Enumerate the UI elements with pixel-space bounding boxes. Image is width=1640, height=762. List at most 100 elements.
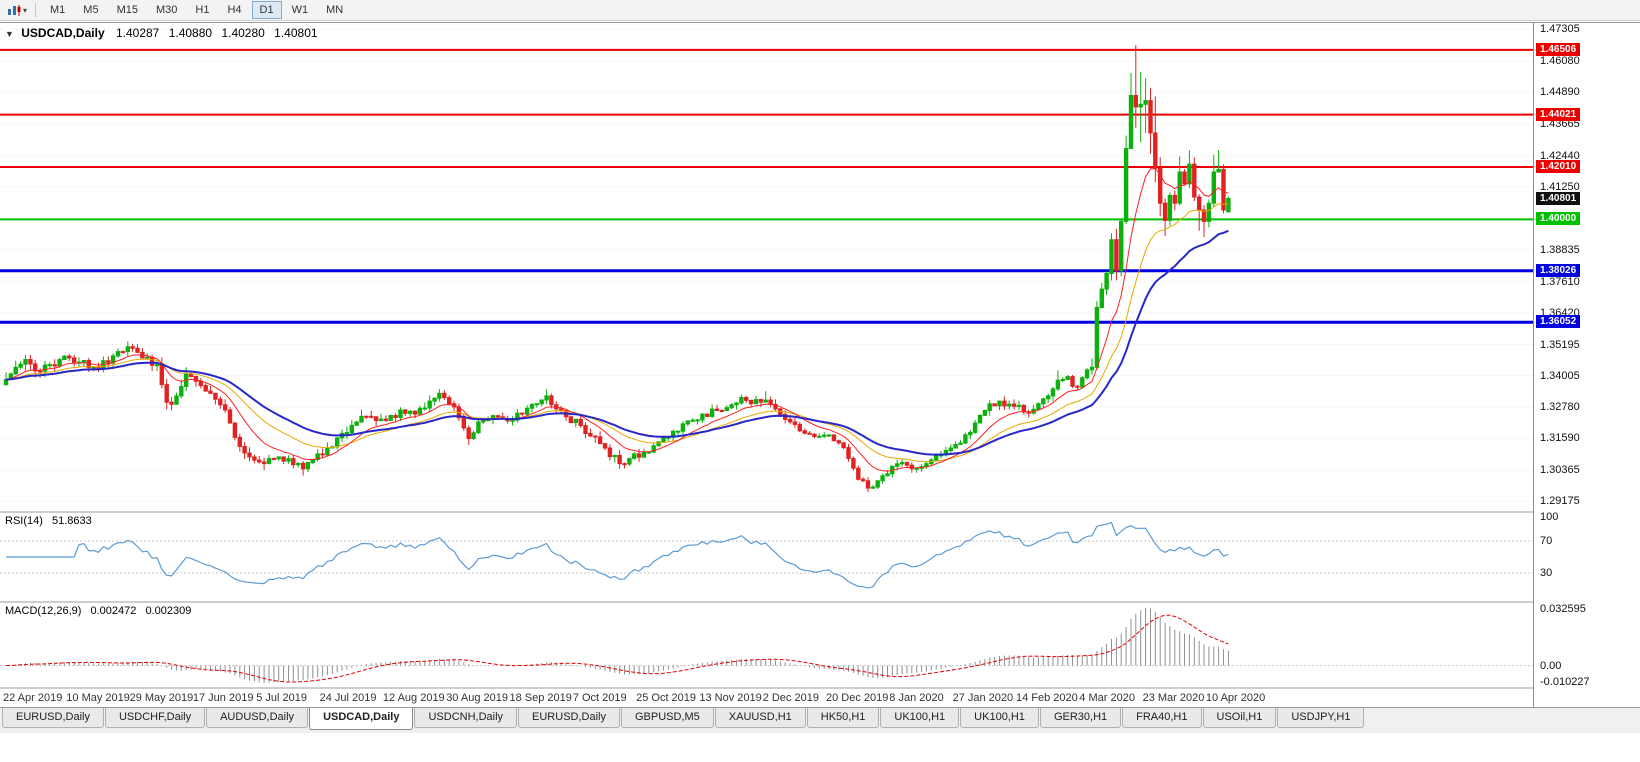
- chart-tab-ger30-h1[interactable]: GER30,H1: [1039, 708, 1122, 728]
- chart-tabs-bar: EURUSD,Daily USDCHF,Daily AUDUSD,Daily USDC…: [0, 707, 1640, 733]
- date-label: 25 Oct 2019: [636, 692, 697, 704]
- chart-tab-gbpusd-m5[interactable]: GBPUSD,M5: [621, 708, 714, 728]
- chevron-down-icon: ▾: [23, 5, 28, 15]
- chart-tab-usdcad-daily[interactable]: USDCAD,Daily: [309, 708, 414, 730]
- chart-tab-xauusd-h1[interactable]: XAUUSD,H1: [714, 708, 806, 728]
- timeframes-toolbar: ▾ M1 M5 M15 M30 H1 H4 D1 W1 MN: [0, 0, 1640, 21]
- price-tick-label: 1.46080: [1540, 55, 1580, 67]
- collapse-subwindow-icon[interactable]: ▼: [5, 29, 14, 39]
- chart-tab-usdcnh-daily[interactable]: USDCNH,Daily: [414, 708, 518, 728]
- date-label: 30 Aug 2019: [446, 692, 508, 704]
- rsi-axis-label: 30: [1540, 567, 1553, 579]
- rsi-name: RSI(14): [5, 515, 43, 527]
- hline-price-badge: 1.44021: [1536, 107, 1581, 121]
- timeframe-buttons: M1 M5 M15 M30 H1 H4 D1 W1 MN: [41, 1, 352, 19]
- pane-separator[interactable]: [0, 687, 1640, 689]
- chart-tab-hk50-h1[interactable]: HK50,H1: [806, 708, 880, 728]
- ohlc-low: 1.40280: [221, 26, 265, 40]
- time-axis[interactable]: 22 Apr 2019 10 May 2019 29 May 2019 17 Jun …: [0, 689, 1533, 707]
- hline-price-badge: 1.36052: [1536, 315, 1581, 329]
- ohlc-open: 1.40287: [115, 26, 160, 40]
- macd-signal-line: [5, 614, 1229, 683]
- price-tick-label: 1.29175: [1540, 495, 1580, 508]
- timeframe-button-mn[interactable]: MN: [326, 4, 344, 16]
- hline-price-badge: 1.46506: [1536, 42, 1581, 56]
- main-price-chart[interactable]: [0, 23, 1533, 511]
- date-label: 14 Feb 2020: [1016, 692, 1078, 704]
- timeframe-button-m5[interactable]: M5: [83, 4, 99, 16]
- ma-mid-yellow: [5, 203, 1229, 463]
- date-label: 10 May 2019: [66, 692, 130, 704]
- date-label: 17 Jun 2019: [192, 692, 254, 704]
- down-candles: [28, 45, 1226, 493]
- date-label: 7 Oct 2019: [572, 692, 627, 704]
- macd-label: MACD(12,26,9) 0.002472 0.002309: [5, 605, 191, 617]
- pane-separator[interactable]: [0, 601, 1640, 603]
- macd-main-value: 0.002472: [90, 605, 137, 617]
- price-tick-label: 1.44890: [1540, 86, 1580, 98]
- chart-tab-eurusd-daily[interactable]: EURUSD,Daily: [2, 708, 104, 728]
- date-label: 24 Jul 2019: [319, 692, 377, 704]
- toolbar-separator: [35, 3, 37, 17]
- price-tick-label: 1.31590: [1540, 432, 1580, 445]
- date-label: 13 Nov 2019: [699, 692, 762, 704]
- chart-window: ▼ USDCAD,Daily 1.40287 1.40880 1.40280 1…: [0, 22, 1640, 708]
- chart-symbol-label: USDCAD,Daily: [21, 26, 105, 40]
- rsi-indicator-pane[interactable]: [0, 513, 1533, 601]
- timeframe-button-m15[interactable]: M15: [116, 4, 138, 16]
- mini-chart-icon: [8, 4, 21, 16]
- macd-signal-value: 0.002309: [145, 605, 192, 617]
- up-candles: [3, 72, 1231, 490]
- price-tick-label: 1.42440: [1540, 149, 1580, 162]
- price-tick-label: 1.47305: [1540, 23, 1580, 36]
- macd-axis-zero: 0.00: [1540, 659, 1562, 672]
- ma-fast-red: [5, 168, 1229, 472]
- date-label: 5 Jul 2019: [256, 692, 307, 704]
- timeframe-button-w1[interactable]: W1: [291, 4, 309, 16]
- price-tick-label: 1.37610: [1540, 275, 1580, 288]
- date-label: 23 Mar 2020: [1142, 692, 1205, 704]
- price-tick-label: 1.34005: [1540, 369, 1580, 382]
- date-label: 2 Dec 2019: [762, 692, 819, 704]
- price-tick-label: 1.30365: [1540, 464, 1580, 477]
- ma-slow-blue: [5, 229, 1229, 456]
- date-label: 22 Apr 2019: [3, 692, 63, 704]
- timeframe-button-m1[interactable]: M1: [50, 4, 66, 16]
- date-label: 4 Mar 2020: [1079, 692, 1135, 704]
- date-label: 27 Jan 2020: [952, 692, 1014, 704]
- price-tick-label: 1.35195: [1540, 338, 1580, 351]
- date-label: 8 Jan 2020: [889, 692, 944, 704]
- macd-name: MACD(12,26,9): [5, 605, 82, 617]
- rsi-axis-label: 70: [1540, 535, 1553, 547]
- chart-tab-audusd-daily[interactable]: AUDUSD,Daily: [206, 708, 309, 728]
- chart-tab-usdchf-daily[interactable]: USDCHF,Daily: [104, 708, 206, 728]
- timeframe-button-d1[interactable]: D1: [251, 1, 282, 19]
- chart-tab-uk100-h1[interactable]: UK100,H1: [880, 708, 960, 728]
- timeframe-button-h1[interactable]: H1: [195, 4, 210, 16]
- macd-indicator-pane[interactable]: [0, 603, 1533, 688]
- chart-tab-eurusd-daily[interactable]: EURUSD,Daily: [518, 708, 620, 728]
- chart-type-icon[interactable]: ▾: [4, 3, 30, 18]
- timeframe-button-h4[interactable]: H4: [227, 4, 242, 16]
- chart-tab-usdjpy-h1[interactable]: USDJPY,H1: [1277, 708, 1365, 728]
- macd-axis-min: -0.010227: [1540, 676, 1590, 688]
- date-label: 20 Dec 2019: [826, 692, 889, 704]
- macd-axis-max: 0.032595: [1540, 603, 1586, 615]
- chart-tab-uk100-h1[interactable]: UK100,H1: [960, 708, 1039, 728]
- timeframe-button-m30[interactable]: M30: [155, 4, 178, 16]
- rsi-value: 51.8633: [51, 515, 92, 527]
- hline-price-badge: 1.40000: [1536, 212, 1581, 226]
- date-label: 29 May 2019: [129, 692, 194, 704]
- macd-histogram: [10, 607, 1229, 683]
- price-tick-label: 1.38835: [1540, 243, 1580, 256]
- price-axis[interactable]: 1.47305 1.46080 1.44890 1.43665 1.42440 1.412…: [1533, 23, 1640, 708]
- chart-ohlc-readout: ▼ USDCAD,Daily 1.40287 1.40880 1.40280 1…: [5, 26, 324, 40]
- price-tick-label: 1.43665: [1540, 117, 1580, 130]
- hline-price-badge: 1.38026: [1536, 263, 1581, 277]
- current-price-badge: 1.40801: [1536, 191, 1581, 205]
- rsi-line: [6, 521, 1229, 589]
- chart-tab-usoil-h1[interactable]: USOil,H1: [1202, 708, 1277, 728]
- chart-tab-fra40-h1[interactable]: FRA40,H1: [1122, 708, 1202, 728]
- pane-separator[interactable]: [0, 511, 1640, 513]
